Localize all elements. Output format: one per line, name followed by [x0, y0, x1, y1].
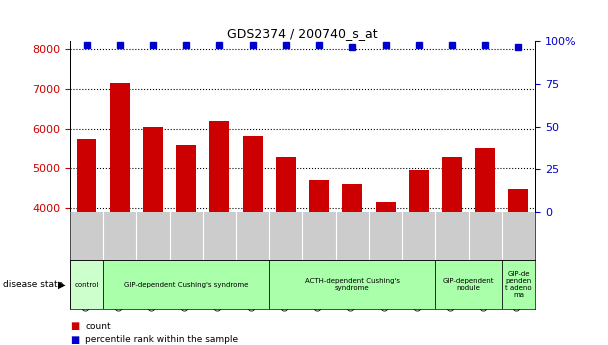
Bar — [110, 83, 130, 345]
Text: GIP-dependent Cushing's syndrome: GIP-dependent Cushing's syndrome — [124, 282, 249, 288]
Bar — [502, 260, 535, 309]
Text: ▶: ▶ — [58, 280, 66, 289]
Title: GDS2374 / 200740_s_at: GDS2374 / 200740_s_at — [227, 27, 378, 40]
Text: disease state: disease state — [3, 280, 63, 289]
Text: GIP-dependent
nodule: GIP-dependent nodule — [443, 278, 494, 291]
Text: ACTH-dependent Cushing's
syndrome: ACTH-dependent Cushing's syndrome — [305, 278, 400, 291]
Bar — [70, 260, 103, 309]
Bar — [508, 189, 528, 345]
Bar — [77, 139, 97, 345]
Text: ■: ■ — [70, 335, 79, 345]
Text: ■: ■ — [70, 321, 79, 331]
Bar — [209, 121, 229, 345]
Bar — [435, 260, 502, 309]
Text: control: control — [74, 282, 98, 288]
Bar — [409, 170, 429, 345]
Bar — [442, 157, 462, 345]
Bar — [103, 260, 269, 309]
Bar — [176, 145, 196, 345]
Bar — [243, 136, 263, 345]
Text: percentile rank within the sample: percentile rank within the sample — [85, 335, 238, 344]
Bar — [376, 202, 395, 345]
Bar — [309, 180, 329, 345]
Bar — [143, 127, 163, 345]
Text: count: count — [85, 322, 111, 331]
Bar — [342, 184, 362, 345]
Bar — [269, 260, 435, 309]
Text: GIP-de
penden
t adeno
ma: GIP-de penden t adeno ma — [505, 271, 532, 298]
Bar — [475, 148, 495, 345]
Bar — [276, 157, 296, 345]
